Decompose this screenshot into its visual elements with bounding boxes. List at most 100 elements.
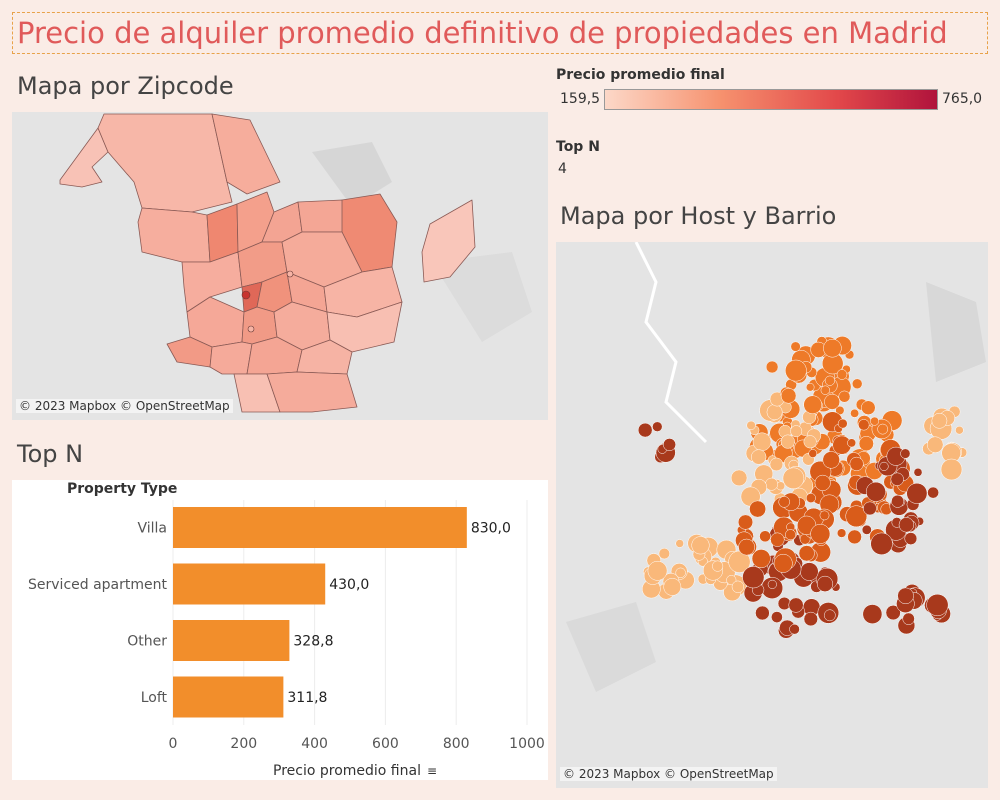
host-dot xyxy=(730,469,748,487)
host-dot xyxy=(647,560,668,581)
host-dot xyxy=(675,567,686,578)
host-dot xyxy=(926,593,949,617)
host-dot xyxy=(823,338,842,358)
host-dot xyxy=(737,514,754,530)
legend-title: Precio promedio final xyxy=(556,67,725,83)
legend-max-label: 765,0 xyxy=(942,91,983,107)
host-dot xyxy=(751,449,767,465)
host-map-title: Mapa por Host y Barrio xyxy=(560,202,837,230)
host-dot xyxy=(805,382,815,392)
category-label: Villa xyxy=(137,521,167,537)
host-dot xyxy=(870,532,893,555)
host-dot xyxy=(780,388,797,404)
host-dot xyxy=(838,390,851,403)
host-dot xyxy=(900,448,911,459)
top-n-param-value[interactable]: 4 xyxy=(558,161,567,177)
host-dot xyxy=(906,482,928,504)
host-dot xyxy=(790,425,803,438)
host-dot xyxy=(879,461,889,471)
host-dot xyxy=(865,481,886,502)
host-dot xyxy=(927,486,939,499)
host-dot xyxy=(861,524,872,535)
dashboard-title-box: Precio de alquiler promedio definitivo d… xyxy=(12,12,988,54)
zipcode-map-attribution[interactable]: © 2023 Mapbox © OpenStreetMap xyxy=(16,399,233,413)
host-dot xyxy=(803,395,822,414)
host-dot xyxy=(765,477,779,491)
bar-chart-title: Top N xyxy=(17,440,84,468)
value-label: 430,0 xyxy=(329,577,369,593)
host-dot xyxy=(877,423,889,435)
host-dot xyxy=(851,378,863,390)
category-label: Other xyxy=(127,634,167,650)
host-dot xyxy=(790,341,801,352)
bar xyxy=(173,563,326,605)
host-dot xyxy=(675,539,684,548)
x-tick-label: 800 xyxy=(443,736,470,752)
bar-chart-x-axis-title-text: Precio promedio final xyxy=(273,763,421,779)
host-dot xyxy=(890,472,904,486)
zipcode-map-canvas[interactable] xyxy=(12,112,548,420)
legend-color-ramp xyxy=(604,89,938,110)
host-dot xyxy=(814,474,831,491)
host-dot xyxy=(849,456,864,471)
host-dot xyxy=(822,451,840,469)
host-dot xyxy=(769,457,784,472)
sort-descending-icon[interactable]: ≡ xyxy=(426,764,438,778)
host-dot xyxy=(778,496,790,508)
bar xyxy=(173,620,290,661)
host-map-attribution[interactable]: © 2023 Mapbox © OpenStreetMap xyxy=(560,767,777,781)
host-dot xyxy=(816,575,834,592)
host-dot xyxy=(789,623,800,635)
category-label: Serviced apartment xyxy=(28,577,167,593)
bar xyxy=(173,676,284,718)
host-dot xyxy=(691,536,710,555)
host-dot xyxy=(926,436,944,453)
bar-chart-row-header: Property Type xyxy=(67,481,178,497)
host-dot xyxy=(658,547,670,560)
host-dot xyxy=(798,545,815,562)
host-dot xyxy=(861,400,876,415)
host-dot xyxy=(858,419,870,431)
host-map-canvas[interactable] xyxy=(556,242,988,788)
host-dot xyxy=(820,385,830,395)
zipcode-map-title: Mapa por Zipcode xyxy=(17,72,234,100)
host-dot xyxy=(898,517,915,533)
host-dot xyxy=(767,579,777,589)
host-dot xyxy=(771,611,783,623)
host-dot xyxy=(731,580,745,593)
host-dot xyxy=(759,530,771,543)
host-dot xyxy=(663,578,682,596)
zipcode-map[interactable]: © 2023 Mapbox © OpenStreetMap xyxy=(12,112,548,420)
host-dot xyxy=(891,494,905,508)
host-dot xyxy=(955,425,964,435)
host-dot xyxy=(902,612,915,625)
x-tick-label: 200 xyxy=(230,736,257,752)
host-dot xyxy=(770,532,785,547)
host-dot xyxy=(847,529,862,545)
host-dot xyxy=(885,605,901,621)
host-dot xyxy=(824,375,835,386)
legend-min-label: 159,5 xyxy=(560,91,601,107)
host-dot xyxy=(862,604,883,624)
bar-chart-x-tick-labels: 0 200 400 600 800 1000 xyxy=(169,736,545,752)
host-dot xyxy=(824,393,841,410)
host-dot xyxy=(803,611,818,627)
host-dot xyxy=(785,529,796,541)
value-label: 830,0 xyxy=(471,521,511,537)
host-dot xyxy=(810,523,831,544)
host-dot xyxy=(836,369,848,380)
host-dot xyxy=(663,438,676,452)
host-dot xyxy=(751,549,771,569)
top-n-param-label: Top N xyxy=(556,139,600,155)
bar xyxy=(173,507,467,548)
host-dot xyxy=(742,566,765,589)
host-map[interactable]: © 2023 Mapbox © OpenStreetMap xyxy=(556,242,988,788)
host-dot xyxy=(773,553,793,573)
dashboard-title: Precio de alquiler promedio definitivo d… xyxy=(17,16,948,50)
host-dot xyxy=(940,458,963,481)
host-dot xyxy=(837,418,848,429)
host-dot xyxy=(712,560,724,572)
host-dot xyxy=(765,360,779,374)
host-dot xyxy=(803,435,817,449)
host-dot xyxy=(913,467,923,477)
